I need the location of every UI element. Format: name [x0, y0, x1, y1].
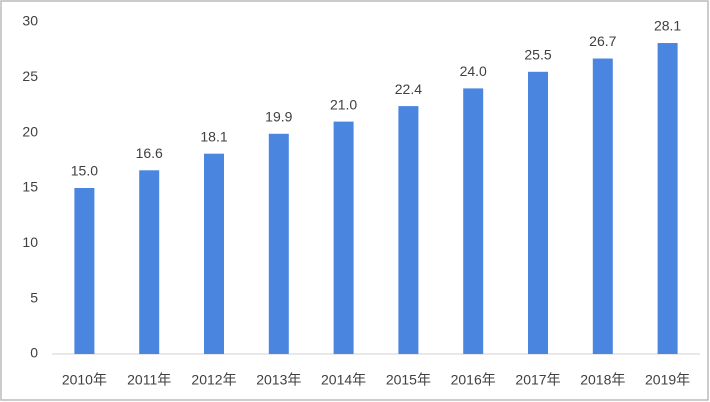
bar: [268, 133, 289, 354]
x-tick-label: 2012年: [191, 372, 236, 388]
bar: [398, 106, 419, 355]
y-tick-label: 15: [22, 179, 38, 195]
x-tick-label: 2017年: [515, 372, 560, 388]
x-tick-label: 2019年: [645, 372, 690, 388]
bar: [592, 58, 613, 355]
bar: [139, 170, 160, 354]
value-label: 28.1: [654, 18, 681, 34]
x-tick-label: 2015年: [386, 372, 431, 388]
x-tick-label: 2013年: [256, 372, 301, 388]
value-label: 24.0: [460, 63, 487, 79]
y-tick-label: 25: [22, 68, 38, 84]
x-tick-label: 2016年: [451, 372, 496, 388]
y-tick-label: 10: [22, 234, 38, 250]
bar: [204, 153, 224, 354]
x-tick-label: 2018年: [580, 372, 625, 388]
y-tick-label: 5: [30, 289, 38, 305]
value-label: 15.0: [71, 163, 98, 179]
bar: [463, 88, 484, 355]
bar: [657, 43, 678, 354]
x-tick-label: 2011年: [127, 372, 171, 388]
y-tick-label: 20: [22, 123, 38, 139]
value-label: 25.5: [524, 47, 551, 63]
bar: [528, 71, 548, 355]
value-label: 18.1: [200, 128, 227, 144]
bar: [74, 188, 95, 354]
value-label: 22.4: [395, 81, 422, 97]
x-tick-label: 2014年: [321, 372, 366, 388]
y-tick-label: 30: [22, 13, 38, 29]
value-label: 19.9: [265, 108, 292, 124]
x-tick-label: 2010年: [62, 372, 107, 388]
bar: [333, 121, 354, 354]
y-tick-label: 0: [30, 345, 38, 361]
value-label: 26.7: [589, 33, 616, 49]
value-label: 21.0: [330, 96, 357, 112]
value-label: 16.6: [136, 145, 163, 161]
